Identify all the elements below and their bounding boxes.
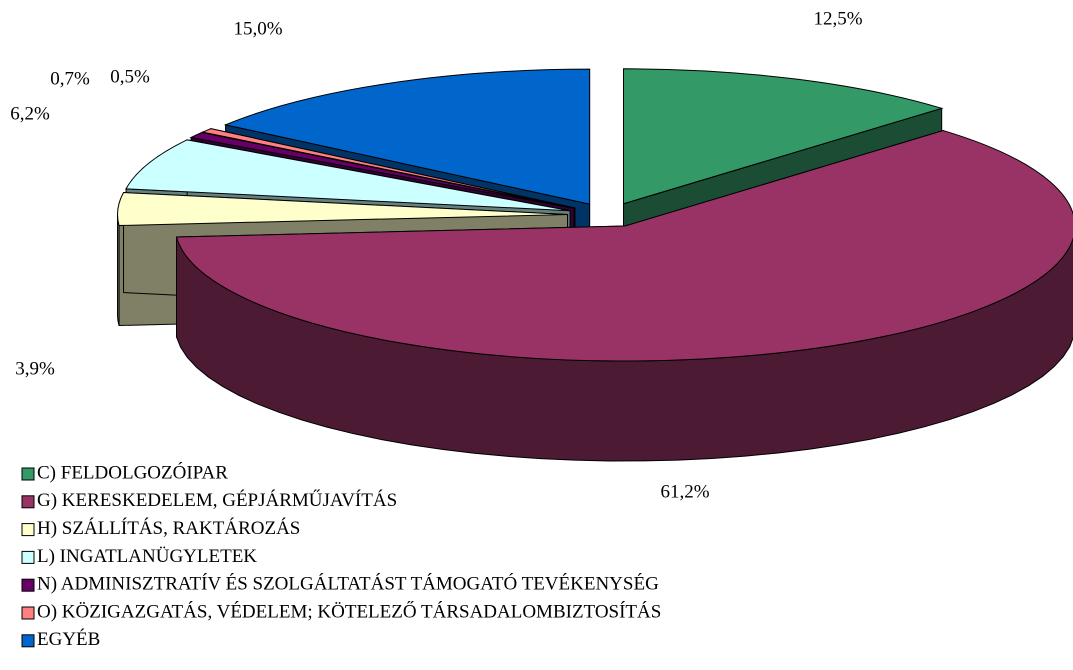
legend-swatch bbox=[21, 550, 35, 564]
legend-label: O) KÖZIGAZGATÁS, VÉDELEM; KÖTELEZŐ TÁRSA… bbox=[37, 600, 661, 622]
data-label: 12,5% bbox=[813, 8, 862, 29]
data-label: 15,0% bbox=[233, 18, 282, 39]
legend-swatch bbox=[21, 495, 35, 509]
legend-swatch bbox=[21, 523, 35, 537]
data-label: 0,7% bbox=[50, 68, 90, 89]
data-label: 61,2% bbox=[660, 481, 709, 502]
slice bbox=[201, 128, 575, 209]
legend-swatch bbox=[21, 606, 35, 620]
legend-label: L) INGATLANÜGYLETEK bbox=[37, 546, 257, 567]
slice bbox=[175, 130, 1073, 362]
legend-swatch bbox=[21, 634, 35, 648]
legend-swatch bbox=[21, 578, 35, 592]
legend-label: H) SZÁLLÍTÁS, RAKTÁROZÁS bbox=[37, 517, 300, 539]
data-label: 3,9% bbox=[15, 358, 55, 379]
legend-swatch bbox=[21, 467, 35, 481]
slice bbox=[622, 68, 944, 205]
slice bbox=[223, 68, 591, 205]
slice bbox=[189, 131, 575, 209]
slice bbox=[125, 139, 571, 212]
legend-label: G) KERESKEDELEM, GÉPJÁRMŰJAVÍTÁS bbox=[37, 489, 397, 511]
data-label: 0,5% bbox=[110, 66, 150, 87]
legend-label: C) FELDOLGOZÓIPAR bbox=[37, 461, 228, 483]
legend-label: EGYÉB bbox=[37, 628, 100, 650]
data-label: 6,2% bbox=[10, 103, 50, 124]
legend-label: N) ADMINISZTRATÍV ÉS SZOLGÁLTATÁST TÁMOG… bbox=[37, 573, 659, 595]
slice bbox=[117, 192, 568, 227]
slice-wall bbox=[117, 214, 120, 326]
